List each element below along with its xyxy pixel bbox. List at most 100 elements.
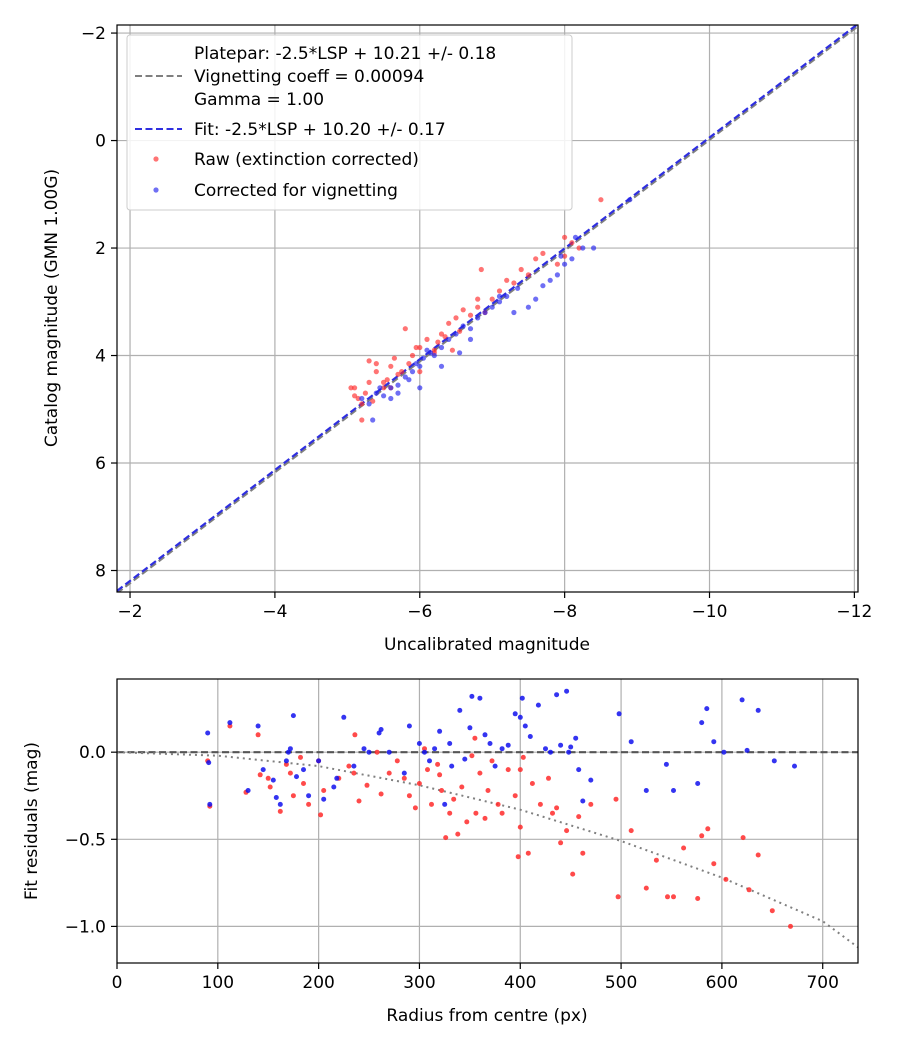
- x-tick-label: 100: [202, 973, 234, 993]
- raw-point: [267, 784, 273, 790]
- y-tick-label: 4: [95, 347, 106, 367]
- x-axis-label: Uncalibrated magnitude: [384, 635, 590, 655]
- raw-point: [399, 369, 405, 375]
- raw-point: [489, 758, 495, 764]
- raw-point: [550, 810, 555, 816]
- axes-frame: [116, 678, 859, 964]
- corrected-point: [416, 741, 422, 746]
- raw-point: [447, 810, 453, 816]
- corrected-point: [287, 746, 293, 752]
- raw-point: [384, 377, 390, 383]
- corrected-point: [442, 801, 448, 807]
- x-tick-label: 0: [112, 973, 123, 993]
- corrected-point: [428, 350, 434, 356]
- raw-point: [505, 767, 511, 773]
- corrected-point: [386, 749, 392, 755]
- raw-point: [364, 782, 370, 788]
- raw-point: [388, 363, 394, 369]
- raw-point: [529, 781, 535, 786]
- raw-point: [489, 296, 495, 302]
- y-tick-label: −0.5: [65, 830, 106, 850]
- raw-point: [257, 772, 263, 778]
- corrected-point: [283, 758, 289, 764]
- raw-point: [540, 250, 546, 256]
- raw-point: [435, 761, 441, 767]
- corrected-point: [413, 361, 419, 367]
- corrected-point: [206, 760, 212, 766]
- legend-fit: Fit: -2.5*LSP + 10.20 +/- 0.17: [194, 120, 446, 140]
- corrected-point: [446, 336, 452, 342]
- corrected-point: [522, 723, 528, 729]
- corrected-point: [515, 285, 521, 291]
- x-tick-label: 600: [706, 973, 738, 993]
- raw-point: [401, 775, 407, 781]
- corrected-point: [245, 788, 251, 793]
- corrected-point: [467, 725, 473, 731]
- raw-point: [681, 845, 687, 851]
- raw-point: [570, 871, 576, 877]
- corrected-point: [489, 304, 495, 310]
- x-tick-label: −8: [552, 602, 577, 622]
- raw-point: [374, 749, 380, 755]
- corrected-point: [547, 277, 553, 283]
- raw-point: [391, 355, 397, 361]
- raw-series: [205, 723, 793, 929]
- corrected-point: [569, 256, 575, 262]
- x-tick-label: 300: [403, 973, 435, 993]
- raw-point: [366, 358, 372, 364]
- corrected-point: [377, 385, 383, 391]
- raw-point: [438, 331, 445, 337]
- raw-point: [576, 814, 582, 820]
- corrected-point: [462, 756, 468, 762]
- corrected-point: [580, 798, 586, 804]
- corrected-series: [205, 688, 797, 807]
- corrected-point: [341, 714, 347, 720]
- corrected-point: [671, 788, 676, 793]
- corrected-point: [255, 723, 261, 729]
- legend-platepar-line-2: Vignetting coeff = 0.00094: [194, 67, 424, 87]
- raw-point: [416, 781, 422, 786]
- legend-platepar-line-1: Platepar: -2.5*LSP + 10.21 +/- 0.18: [194, 44, 496, 64]
- raw-point: [352, 385, 358, 391]
- raw-point: [378, 791, 384, 797]
- corrected-point: [525, 304, 532, 310]
- raw-point: [525, 272, 532, 278]
- raw-point: [373, 369, 379, 375]
- raw-point: [446, 320, 452, 326]
- raw-point: [352, 732, 358, 738]
- raw-point: [628, 828, 634, 834]
- raw-point: [366, 379, 372, 385]
- raw-point: [406, 793, 412, 799]
- raw-point: [533, 256, 539, 262]
- corrected-point: [699, 720, 705, 726]
- x-axis-label: Radius from centre (px): [386, 1006, 587, 1026]
- corrected-point: [366, 401, 372, 407]
- corrected-point: [628, 739, 634, 745]
- corrected-point: [409, 369, 416, 375]
- corrected-point: [417, 385, 423, 391]
- raw-point: [455, 831, 461, 837]
- raw-point: [255, 732, 261, 738]
- raw-point: [413, 344, 419, 351]
- x-tick-label: −10: [692, 602, 728, 622]
- corrected-point: [359, 395, 365, 402]
- raw-point: [351, 770, 357, 776]
- raw-point: [653, 857, 659, 863]
- raw-point: [515, 854, 521, 860]
- x-tick-label: 400: [504, 973, 536, 993]
- raw-point: [755, 852, 761, 858]
- raw-point: [381, 385, 387, 391]
- corrected-point: [457, 350, 463, 356]
- corrected-point: [361, 746, 367, 752]
- corrected-point: [402, 374, 408, 380]
- corrected-point: [316, 758, 322, 764]
- raw-point: [496, 288, 503, 294]
- raw-point: [495, 801, 501, 807]
- legend: Platepar: -2.5*LSP + 10.21 +/- 0.18 Vign…: [126, 34, 573, 211]
- corrected-point: [290, 713, 296, 719]
- corrected-point: [447, 741, 453, 746]
- raw-point: [451, 796, 457, 802]
- raw-point: [417, 369, 423, 375]
- raw-point: [499, 810, 505, 816]
- raw-point: [359, 417, 365, 423]
